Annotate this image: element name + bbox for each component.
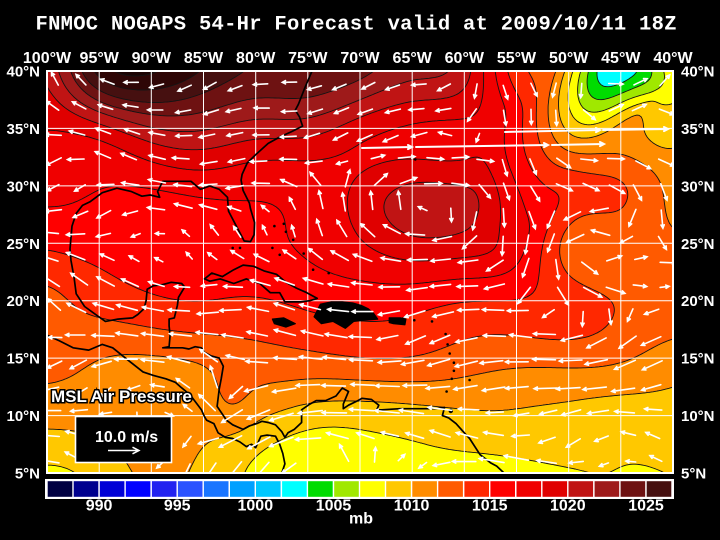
svg-text:1000: 1000 (238, 498, 274, 515)
svg-text:15°N: 15°N (681, 351, 715, 368)
svg-text:65°W: 65°W (393, 50, 433, 67)
svg-text:100°W: 100°W (23, 50, 72, 67)
svg-text:70°W: 70°W (340, 50, 380, 67)
svg-text:20°N: 20°N (681, 293, 715, 310)
svg-text:55°W: 55°W (497, 50, 537, 67)
svg-text:40°W: 40°W (653, 50, 693, 67)
svg-text:10.0 m/s: 10.0 m/s (95, 429, 158, 446)
svg-text:10°N: 10°N (6, 408, 40, 425)
svg-text:1015: 1015 (472, 498, 508, 515)
svg-text:25°N: 25°N (6, 236, 40, 253)
svg-text:30°N: 30°N (6, 178, 40, 195)
svg-text:5°N: 5°N (15, 466, 40, 483)
svg-text:990: 990 (86, 498, 113, 515)
svg-text:75°W: 75°W (288, 50, 328, 67)
svg-text:MSL Air Pressure: MSL Air Pressure (51, 387, 192, 406)
svg-text:20°N: 20°N (6, 293, 40, 310)
svg-text:25°N: 25°N (681, 236, 715, 253)
svg-text:995: 995 (164, 498, 191, 515)
svg-text:1025: 1025 (628, 498, 664, 515)
svg-text:50°W: 50°W (549, 50, 589, 67)
svg-text:90°W: 90°W (132, 50, 172, 67)
svg-text:35°N: 35°N (6, 121, 40, 138)
svg-text:80°W: 80°W (236, 50, 276, 67)
svg-text:35°N: 35°N (681, 121, 715, 138)
svg-text:95°W: 95°W (80, 50, 120, 67)
svg-text:1005: 1005 (316, 498, 352, 515)
svg-text:40°N: 40°N (6, 64, 40, 81)
svg-text:1020: 1020 (550, 498, 586, 515)
svg-text:40°N: 40°N (681, 64, 715, 81)
svg-text:1010: 1010 (394, 498, 430, 515)
svg-text:45°W: 45°W (601, 50, 641, 67)
svg-text:85°W: 85°W (184, 50, 224, 67)
svg-text:mb: mb (349, 511, 373, 528)
svg-text:30°N: 30°N (681, 178, 715, 195)
svg-text:5°N: 5°N (681, 466, 706, 483)
svg-text:60°W: 60°W (445, 50, 485, 67)
svg-text:15°N: 15°N (6, 351, 40, 368)
svg-text:FNMOC NOGAPS 54-Hr Forecast va: FNMOC NOGAPS 54-Hr Forecast valid at 200… (36, 14, 677, 37)
svg-text:10°N: 10°N (681, 408, 715, 425)
